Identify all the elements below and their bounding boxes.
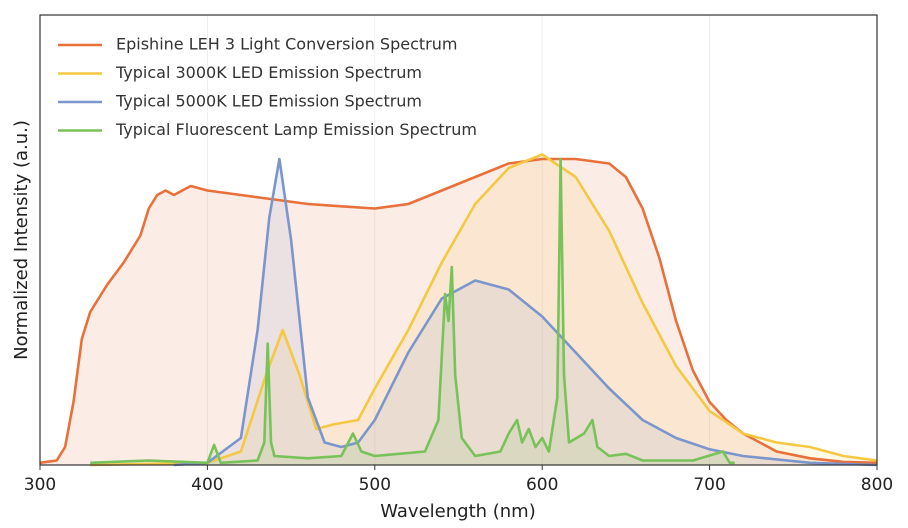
x-tick-label: 700 bbox=[693, 475, 725, 495]
plot-frame bbox=[39, 14, 878, 466]
y-axis-label: Normalized Intensity (a.u.) bbox=[11, 120, 32, 360]
line bbox=[90, 153, 878, 467]
legend-label: Typical 3000K LED Emission Spectrum bbox=[115, 63, 422, 82]
line bbox=[173, 157, 878, 467]
legend-label: Typical 5000K LED Emission Spectrum bbox=[115, 92, 422, 111]
line bbox=[90, 157, 735, 465]
area bbox=[173, 159, 877, 465]
x-tick-label: 400 bbox=[191, 475, 223, 495]
x-axis-label: Wavelength (nm) bbox=[380, 501, 536, 522]
x-tick-label: 500 bbox=[359, 475, 391, 495]
area bbox=[90, 154, 877, 465]
legend-label: Epishine LEH 3 Light Conversion Spectrum bbox=[116, 35, 457, 54]
x-tick-label: 300 bbox=[24, 475, 56, 495]
x-tick-label: 600 bbox=[526, 475, 558, 495]
legend-label: Typical Fluorescent Lamp Emission Spectr… bbox=[115, 120, 477, 139]
line bbox=[39, 157, 878, 465]
x-tick-label: 800 bbox=[861, 475, 893, 495]
